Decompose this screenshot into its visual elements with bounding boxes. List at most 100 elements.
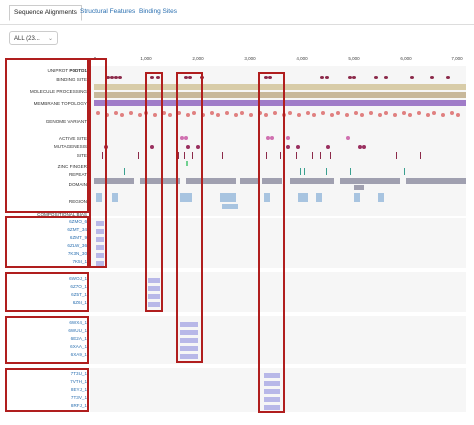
alignment-entry[interactable]: 7T3V_1 bbox=[70, 395, 87, 400]
region-bar bbox=[222, 204, 238, 209]
mutagenesis-label: MUTAGENESIS bbox=[53, 144, 87, 149]
molecule-processing-bar bbox=[94, 92, 466, 98]
repeat-marker bbox=[304, 168, 305, 175]
axis-tick: 6,000 bbox=[400, 56, 412, 61]
uniprot-marker bbox=[430, 76, 434, 79]
alignment-entry[interactable]: 8EYJ_1 bbox=[70, 387, 87, 392]
chevron-down-icon: ⌄ bbox=[47, 36, 53, 42]
region-highlight-4 bbox=[258, 72, 285, 413]
alignment-bar bbox=[96, 221, 104, 226]
alignment-entry[interactable]: 7K3N_30 bbox=[67, 251, 87, 256]
site-marker bbox=[184, 152, 185, 159]
domain-bar bbox=[354, 185, 364, 190]
compositional-bias-label: COMPOSITIONAL BIAS bbox=[37, 212, 87, 217]
mutagenesis-marker bbox=[196, 145, 200, 149]
region-bar bbox=[378, 193, 384, 202]
alignment-entry[interactable]: 6ZMO_6 bbox=[69, 219, 87, 224]
alignment-entry[interactable]: 6Z6I_1 bbox=[72, 300, 87, 305]
uniprot-label: UNIPROT P0DTD1 bbox=[48, 68, 88, 73]
active-site-marker bbox=[266, 136, 270, 140]
alignment-bar bbox=[148, 302, 160, 307]
genome-variant-marker bbox=[336, 111, 340, 115]
domain-bar bbox=[186, 178, 236, 184]
domain-bar bbox=[140, 178, 180, 184]
uniprot-marker bbox=[410, 76, 414, 79]
feature-labels-highlight bbox=[5, 58, 89, 213]
genome-variant-marker bbox=[450, 111, 454, 115]
alignment-bar bbox=[180, 338, 198, 343]
genome-variant-marker bbox=[201, 113, 205, 117]
site-marker bbox=[102, 152, 103, 159]
alignment-entry[interactable]: 7K5I_1 bbox=[72, 259, 87, 264]
alignment-entry[interactable]: 6ZLW_36 bbox=[67, 243, 87, 248]
axis-tick: 1,000 bbox=[140, 56, 152, 61]
active-site-marker bbox=[180, 136, 184, 140]
domain-bar bbox=[240, 178, 260, 184]
genome-variant-label: GENOME VARIANT bbox=[45, 119, 87, 124]
alignment-entry[interactable]: 6WUU_1 bbox=[68, 328, 87, 333]
tab-structural-features[interactable]: Structural Features bbox=[80, 8, 136, 15]
zinc-finger-marker bbox=[186, 161, 188, 166]
filter-dropdown[interactable]: ALL (23... ⌄ bbox=[9, 31, 58, 45]
genome-variant-marker bbox=[192, 111, 196, 115]
repeat-marker bbox=[326, 168, 327, 175]
alignment-entry[interactable]: 6Z7O_1 bbox=[70, 284, 87, 289]
uniprot-marker bbox=[110, 76, 114, 79]
repeat-marker bbox=[350, 168, 351, 175]
active-site-marker bbox=[184, 136, 188, 140]
alignment-entry[interactable]: 6E2A_1 bbox=[70, 336, 87, 341]
genome-variant-marker bbox=[330, 113, 334, 117]
region-bar bbox=[96, 193, 102, 202]
tab-binding-sites[interactable]: Binding Sites bbox=[139, 8, 177, 15]
uniprot-marker bbox=[320, 76, 324, 79]
mutagenesis-marker bbox=[186, 145, 190, 149]
axis-tick: 5,000 bbox=[348, 56, 360, 61]
repeat-marker bbox=[124, 168, 125, 175]
alignment-entry[interactable]: 6Z5T_1 bbox=[71, 292, 87, 297]
genome-variant-marker bbox=[378, 113, 382, 117]
genome-variant-marker bbox=[210, 111, 214, 115]
mutagenesis-marker bbox=[296, 145, 300, 149]
alignment-entry[interactable]: 6WOJ_1 bbox=[69, 276, 87, 281]
uniprot-marker bbox=[446, 76, 450, 79]
genome-variant-marker bbox=[426, 113, 430, 117]
genome-variant-marker bbox=[138, 113, 142, 117]
site-marker bbox=[396, 152, 397, 159]
mutagenesis-marker bbox=[286, 145, 290, 149]
binding-site-bar bbox=[94, 84, 466, 90]
alignment-entry[interactable]: 8RFJ_1 bbox=[70, 403, 87, 408]
genome-variant-marker bbox=[240, 111, 244, 115]
mutagenesis-marker bbox=[362, 145, 366, 149]
genome-variant-marker bbox=[417, 111, 421, 115]
membrane-topology-bar bbox=[94, 100, 466, 106]
alignment-entry[interactable]: 7VTH_1 bbox=[70, 379, 87, 384]
alignment-bar bbox=[148, 294, 160, 299]
tab-sequence-alignments[interactable]: Sequence Alignments bbox=[9, 5, 82, 21]
region-bar bbox=[298, 193, 308, 202]
genome-variant-marker bbox=[120, 113, 124, 117]
uniprot-marker bbox=[106, 76, 110, 79]
region-bar bbox=[180, 193, 192, 202]
alignment-entry[interactable]: 6XA9_1 bbox=[70, 352, 87, 357]
domain-bar bbox=[406, 178, 466, 184]
uniprot-marker bbox=[114, 76, 118, 79]
region-bar bbox=[264, 193, 270, 202]
binding-site-label: BINDING SITE bbox=[56, 77, 87, 82]
uniprot-marker bbox=[118, 76, 122, 79]
alignment-entry[interactable]: 6XAA_1 bbox=[70, 344, 87, 349]
alignment-entry[interactable]: 6ZMT_9 bbox=[69, 235, 87, 240]
alignment-entry[interactable]: 6ZMT_34 bbox=[67, 227, 87, 232]
genome-variant-marker bbox=[441, 113, 445, 117]
axis-tick: 2,000 bbox=[192, 56, 204, 61]
region-bar bbox=[112, 193, 118, 202]
mutagenesis-marker bbox=[326, 145, 330, 149]
genome-variant-marker bbox=[264, 113, 268, 117]
repeat-marker bbox=[404, 168, 405, 175]
uniprot-marker bbox=[348, 76, 352, 79]
genome-variant-marker bbox=[354, 111, 358, 115]
genome-variant-marker bbox=[456, 113, 460, 117]
alignment-entry[interactable]: 7T3U_1 bbox=[70, 371, 87, 376]
genome-variant-marker bbox=[234, 113, 238, 117]
alignment-entry[interactable]: 6WX4_1 bbox=[69, 320, 87, 325]
site-marker bbox=[280, 152, 281, 159]
